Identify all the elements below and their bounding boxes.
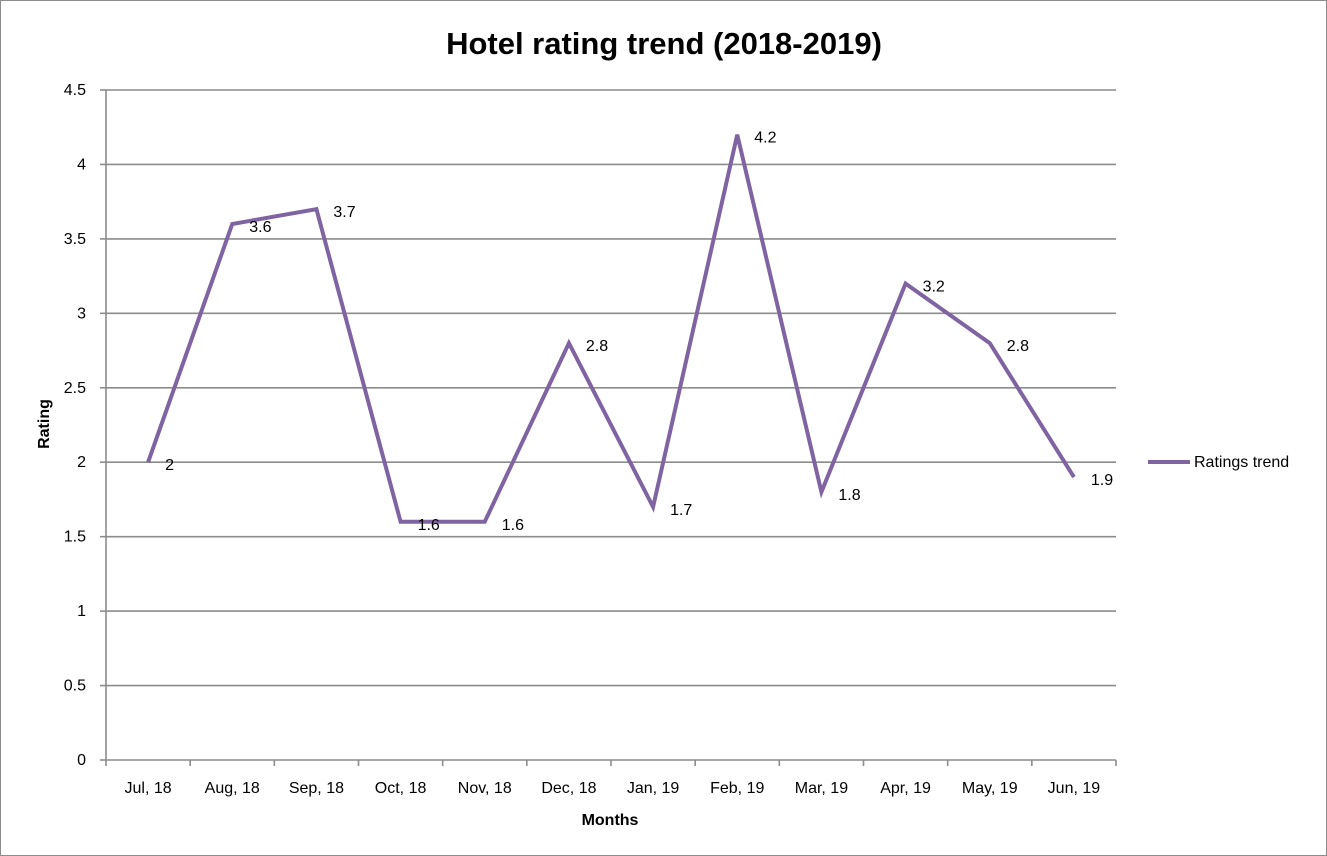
data-label: 4.2: [754, 130, 776, 147]
data-label: 1.8: [838, 487, 860, 504]
x-tick-label: Feb, 19: [710, 780, 764, 797]
x-tick-label: Jul, 18: [125, 780, 172, 797]
x-tick-label: Jan, 19: [627, 780, 680, 797]
y-tick-label: 2.5: [64, 380, 86, 397]
y-tick-label: 1: [77, 603, 86, 620]
data-label: 1.6: [418, 517, 440, 534]
legend: Ratings trend: [1148, 454, 1289, 471]
x-tick-label: Nov, 18: [458, 780, 512, 797]
y-tick-label: 2: [77, 454, 86, 471]
data-label: 3.7: [333, 204, 355, 221]
x-tick-label: Apr, 19: [880, 780, 931, 797]
data-label: 3.6: [249, 219, 271, 236]
legend-label: Ratings trend: [1194, 454, 1289, 471]
chart-title: Hotel rating trend (2018-2019): [446, 26, 882, 61]
y-axis-title: Rating: [36, 399, 53, 449]
y-tick-label: 0: [77, 752, 86, 769]
x-tick-labels: Jul, 18 Aug, 18 Sep, 18 Oct, 18 Nov, 18 Dec, …: [125, 780, 1101, 797]
y-tick-label: 3.5: [64, 231, 86, 248]
data-label: 1.9: [1091, 472, 1113, 489]
y-tick-labels: 0 0.5 1 1.5 2 2.5 3 3.5 4 4.5: [64, 82, 86, 769]
axes: [100, 89, 1117, 766]
x-tick-label: May, 19: [962, 780, 1018, 797]
x-tick-label: Oct, 18: [375, 780, 427, 797]
data-label: 3.2: [923, 279, 945, 296]
data-label: 1.6: [502, 517, 524, 534]
gridlines: [106, 89, 1116, 687]
y-tick-label: 4: [77, 156, 86, 173]
data-label: 2.8: [1007, 338, 1029, 355]
series-lines: [146, 134, 1076, 524]
data-label: 2: [165, 457, 174, 474]
y-tick-label: 4.5: [64, 82, 86, 99]
x-tick-label: Aug, 18: [205, 780, 260, 797]
x-tick-label: Sep, 18: [289, 780, 344, 797]
y-tick-label: 3: [77, 305, 86, 322]
x-tick-label: Jun, 19: [1048, 780, 1101, 797]
x-tick-label: Mar, 19: [795, 780, 848, 797]
data-label: 2.8: [586, 338, 608, 355]
data-label: 1.7: [670, 502, 692, 519]
y-tick-label: 0.5: [64, 678, 86, 695]
data-labels: 2 3.6 3.7 1.6 1.6 2.8 1.7 4.2 1.8 3.2 2.8 1.9: [165, 130, 1113, 534]
y-tick-label: 1.5: [64, 529, 86, 546]
series-line: [146, 134, 1076, 524]
x-tick-label: Dec, 18: [541, 780, 596, 797]
x-axis-title: Months: [582, 812, 639, 829]
